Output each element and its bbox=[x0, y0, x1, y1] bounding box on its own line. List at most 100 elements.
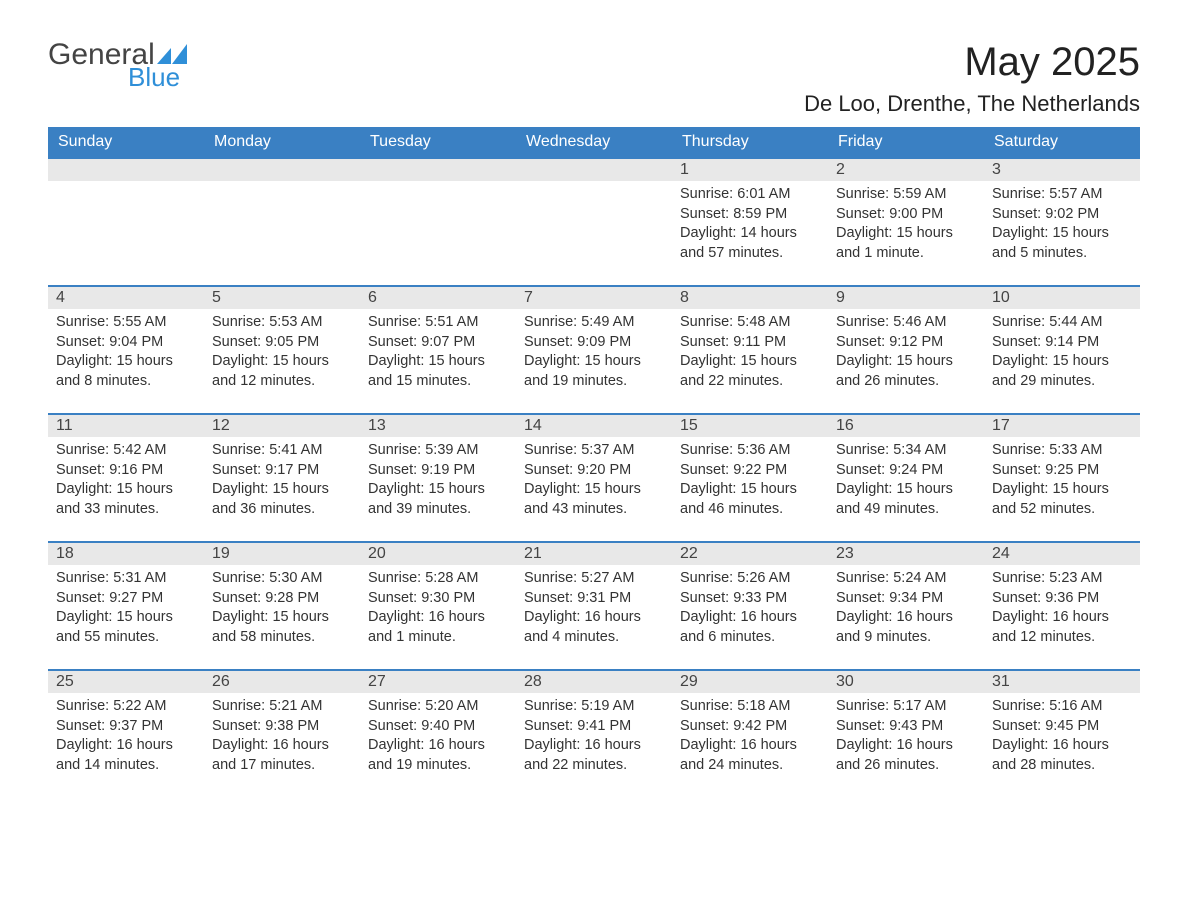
sunset-text: Sunset: 9:04 PM bbox=[56, 333, 196, 353]
day-number: 20 bbox=[360, 543, 516, 565]
calendar-cell bbox=[204, 158, 360, 286]
daylight-text: Daylight: 16 hours and 1 minute. bbox=[368, 608, 508, 647]
day-body: Sunrise: 5:59 AMSunset: 9:00 PMDaylight:… bbox=[828, 181, 984, 271]
day-number: 4 bbox=[48, 287, 204, 309]
calendar-cell: 4Sunrise: 5:55 AMSunset: 9:04 PMDaylight… bbox=[48, 286, 204, 414]
daylight-text: Daylight: 15 hours and 52 minutes. bbox=[992, 480, 1132, 519]
day-body: Sunrise: 5:34 AMSunset: 9:24 PMDaylight:… bbox=[828, 437, 984, 527]
calendar-cell: 24Sunrise: 5:23 AMSunset: 9:36 PMDayligh… bbox=[984, 542, 1140, 670]
daylight-text: Daylight: 15 hours and 8 minutes. bbox=[56, 352, 196, 391]
day-body: Sunrise: 5:41 AMSunset: 9:17 PMDaylight:… bbox=[204, 437, 360, 527]
day-number: 31 bbox=[984, 671, 1140, 693]
sunrise-text: Sunrise: 5:55 AM bbox=[56, 313, 196, 333]
day-header: Wednesday bbox=[516, 127, 672, 158]
daylight-text: Daylight: 15 hours and 43 minutes. bbox=[524, 480, 664, 519]
sunset-text: Sunset: 9:19 PM bbox=[368, 461, 508, 481]
week-row: 11Sunrise: 5:42 AMSunset: 9:16 PMDayligh… bbox=[48, 414, 1140, 542]
sunset-text: Sunset: 9:17 PM bbox=[212, 461, 352, 481]
sunset-text: Sunset: 9:41 PM bbox=[524, 717, 664, 737]
sunrise-text: Sunrise: 5:16 AM bbox=[992, 697, 1132, 717]
sunset-text: Sunset: 8:59 PM bbox=[680, 205, 820, 225]
calendar-cell: 3Sunrise: 5:57 AMSunset: 9:02 PMDaylight… bbox=[984, 158, 1140, 286]
location: De Loo, Drenthe, The Netherlands bbox=[804, 91, 1140, 117]
daylight-text: Daylight: 15 hours and 39 minutes. bbox=[368, 480, 508, 519]
sunrise-text: Sunrise: 5:33 AM bbox=[992, 441, 1132, 461]
calendar-cell bbox=[360, 158, 516, 286]
daylight-text: Daylight: 16 hours and 22 minutes. bbox=[524, 736, 664, 775]
day-number: 5 bbox=[204, 287, 360, 309]
day-body: Sunrise: 5:55 AMSunset: 9:04 PMDaylight:… bbox=[48, 309, 204, 399]
day-header: Tuesday bbox=[360, 127, 516, 158]
day-body: Sunrise: 5:42 AMSunset: 9:16 PMDaylight:… bbox=[48, 437, 204, 527]
day-body: Sunrise: 5:22 AMSunset: 9:37 PMDaylight:… bbox=[48, 693, 204, 783]
week-row: 4Sunrise: 5:55 AMSunset: 9:04 PMDaylight… bbox=[48, 286, 1140, 414]
day-header: Monday bbox=[204, 127, 360, 158]
calendar-cell: 11Sunrise: 5:42 AMSunset: 9:16 PMDayligh… bbox=[48, 414, 204, 542]
sunset-text: Sunset: 9:43 PM bbox=[836, 717, 976, 737]
calendar-cell: 22Sunrise: 5:26 AMSunset: 9:33 PMDayligh… bbox=[672, 542, 828, 670]
day-number: 27 bbox=[360, 671, 516, 693]
daylight-text: Daylight: 16 hours and 24 minutes. bbox=[680, 736, 820, 775]
sunrise-text: Sunrise: 5:59 AM bbox=[836, 185, 976, 205]
sunset-text: Sunset: 9:07 PM bbox=[368, 333, 508, 353]
sunrise-text: Sunrise: 5:36 AM bbox=[680, 441, 820, 461]
week-row: 25Sunrise: 5:22 AMSunset: 9:37 PMDayligh… bbox=[48, 670, 1140, 798]
day-number-empty bbox=[204, 159, 360, 181]
day-number: 9 bbox=[828, 287, 984, 309]
daylight-text: Daylight: 16 hours and 28 minutes. bbox=[992, 736, 1132, 775]
day-number: 11 bbox=[48, 415, 204, 437]
sunrise-text: Sunrise: 5:28 AM bbox=[368, 569, 508, 589]
day-body: Sunrise: 5:18 AMSunset: 9:42 PMDaylight:… bbox=[672, 693, 828, 783]
daylight-text: Daylight: 15 hours and 22 minutes. bbox=[680, 352, 820, 391]
day-number: 1 bbox=[672, 159, 828, 181]
day-number: 30 bbox=[828, 671, 984, 693]
daylight-text: Daylight: 16 hours and 17 minutes. bbox=[212, 736, 352, 775]
day-number-empty bbox=[360, 159, 516, 181]
calendar-cell: 19Sunrise: 5:30 AMSunset: 9:28 PMDayligh… bbox=[204, 542, 360, 670]
day-body: Sunrise: 5:33 AMSunset: 9:25 PMDaylight:… bbox=[984, 437, 1140, 527]
sunset-text: Sunset: 9:09 PM bbox=[524, 333, 664, 353]
day-number: 13 bbox=[360, 415, 516, 437]
sunset-text: Sunset: 9:31 PM bbox=[524, 589, 664, 609]
day-number: 26 bbox=[204, 671, 360, 693]
week-row: 18Sunrise: 5:31 AMSunset: 9:27 PMDayligh… bbox=[48, 542, 1140, 670]
calendar-cell: 29Sunrise: 5:18 AMSunset: 9:42 PMDayligh… bbox=[672, 670, 828, 798]
day-number: 25 bbox=[48, 671, 204, 693]
calendar-cell: 13Sunrise: 5:39 AMSunset: 9:19 PMDayligh… bbox=[360, 414, 516, 542]
day-number: 3 bbox=[984, 159, 1140, 181]
daylight-text: Daylight: 15 hours and 46 minutes. bbox=[680, 480, 820, 519]
sunrise-text: Sunrise: 5:39 AM bbox=[368, 441, 508, 461]
daylight-text: Daylight: 15 hours and 26 minutes. bbox=[836, 352, 976, 391]
calendar-cell: 9Sunrise: 5:46 AMSunset: 9:12 PMDaylight… bbox=[828, 286, 984, 414]
sunset-text: Sunset: 9:28 PM bbox=[212, 589, 352, 609]
sunset-text: Sunset: 9:37 PM bbox=[56, 717, 196, 737]
daylight-text: Daylight: 15 hours and 15 minutes. bbox=[368, 352, 508, 391]
sunrise-text: Sunrise: 5:53 AM bbox=[212, 313, 352, 333]
day-number: 14 bbox=[516, 415, 672, 437]
calendar-cell: 7Sunrise: 5:49 AMSunset: 9:09 PMDaylight… bbox=[516, 286, 672, 414]
day-header: Saturday bbox=[984, 127, 1140, 158]
calendar-cell: 17Sunrise: 5:33 AMSunset: 9:25 PMDayligh… bbox=[984, 414, 1140, 542]
sunset-text: Sunset: 9:22 PM bbox=[680, 461, 820, 481]
calendar-cell: 21Sunrise: 5:27 AMSunset: 9:31 PMDayligh… bbox=[516, 542, 672, 670]
calendar-cell: 18Sunrise: 5:31 AMSunset: 9:27 PMDayligh… bbox=[48, 542, 204, 670]
day-number: 22 bbox=[672, 543, 828, 565]
day-body: Sunrise: 5:21 AMSunset: 9:38 PMDaylight:… bbox=[204, 693, 360, 783]
day-body: Sunrise: 5:20 AMSunset: 9:40 PMDaylight:… bbox=[360, 693, 516, 783]
daylight-text: Daylight: 15 hours and 49 minutes. bbox=[836, 480, 976, 519]
calendar-cell: 15Sunrise: 5:36 AMSunset: 9:22 PMDayligh… bbox=[672, 414, 828, 542]
sunrise-text: Sunrise: 5:20 AM bbox=[368, 697, 508, 717]
daylight-text: Daylight: 15 hours and 36 minutes. bbox=[212, 480, 352, 519]
day-body: Sunrise: 5:17 AMSunset: 9:43 PMDaylight:… bbox=[828, 693, 984, 783]
calendar-cell bbox=[516, 158, 672, 286]
sunset-text: Sunset: 9:27 PM bbox=[56, 589, 196, 609]
day-number: 7 bbox=[516, 287, 672, 309]
daylight-text: Daylight: 15 hours and 29 minutes. bbox=[992, 352, 1132, 391]
calendar-cell: 10Sunrise: 5:44 AMSunset: 9:14 PMDayligh… bbox=[984, 286, 1140, 414]
sunrise-text: Sunrise: 5:17 AM bbox=[836, 697, 976, 717]
day-body: Sunrise: 5:39 AMSunset: 9:19 PMDaylight:… bbox=[360, 437, 516, 527]
daylight-text: Daylight: 15 hours and 55 minutes. bbox=[56, 608, 196, 647]
day-number: 2 bbox=[828, 159, 984, 181]
sunset-text: Sunset: 9:33 PM bbox=[680, 589, 820, 609]
sunrise-text: Sunrise: 5:37 AM bbox=[524, 441, 664, 461]
